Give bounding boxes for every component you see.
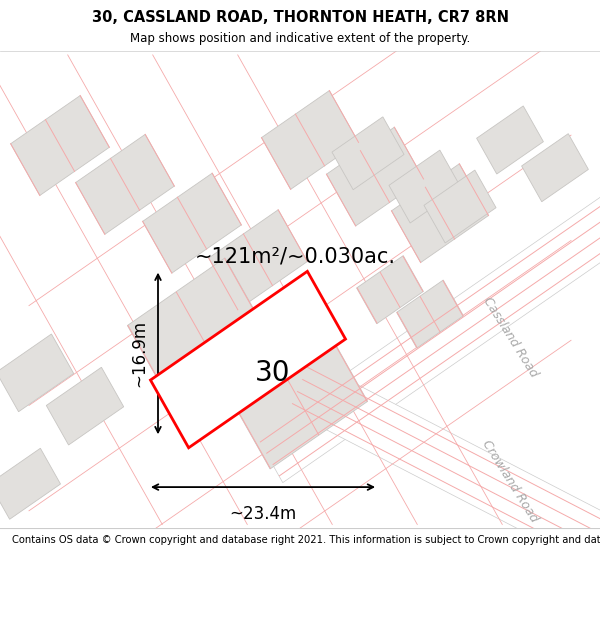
Text: 30, CASSLAND ROAD, THORNTON HEATH, CR7 8RN: 30, CASSLAND ROAD, THORNTON HEATH, CR7 8… <box>91 10 509 25</box>
Polygon shape <box>397 280 463 348</box>
Polygon shape <box>209 210 307 310</box>
Polygon shape <box>389 150 461 223</box>
Polygon shape <box>476 106 544 174</box>
Text: ~16.9m: ~16.9m <box>130 320 148 387</box>
Polygon shape <box>521 134 589 202</box>
Polygon shape <box>262 91 358 189</box>
Polygon shape <box>76 134 175 234</box>
Polygon shape <box>0 334 74 412</box>
Polygon shape <box>151 271 346 448</box>
Polygon shape <box>223 317 368 469</box>
Polygon shape <box>332 117 404 190</box>
Text: Map shows position and indicative extent of the property.: Map shows position and indicative extent… <box>130 32 470 45</box>
Polygon shape <box>256 130 600 483</box>
Text: ~23.4m: ~23.4m <box>229 505 296 523</box>
Text: Cassland Road: Cassland Road <box>480 295 540 380</box>
Polygon shape <box>356 256 424 324</box>
Polygon shape <box>11 96 109 196</box>
Polygon shape <box>392 164 488 262</box>
Text: 30: 30 <box>255 359 291 387</box>
Text: Contains OS data © Crown copyright and database right 2021. This information is : Contains OS data © Crown copyright and d… <box>12 535 600 545</box>
Polygon shape <box>127 258 272 410</box>
Polygon shape <box>289 360 600 608</box>
Polygon shape <box>143 173 241 273</box>
Text: ~121m²/~0.030ac.: ~121m²/~0.030ac. <box>194 246 395 266</box>
Polygon shape <box>424 170 496 243</box>
Polygon shape <box>326 127 424 226</box>
Text: Crowland Road: Crowland Road <box>479 438 541 525</box>
Polygon shape <box>0 448 61 519</box>
Polygon shape <box>46 368 124 445</box>
